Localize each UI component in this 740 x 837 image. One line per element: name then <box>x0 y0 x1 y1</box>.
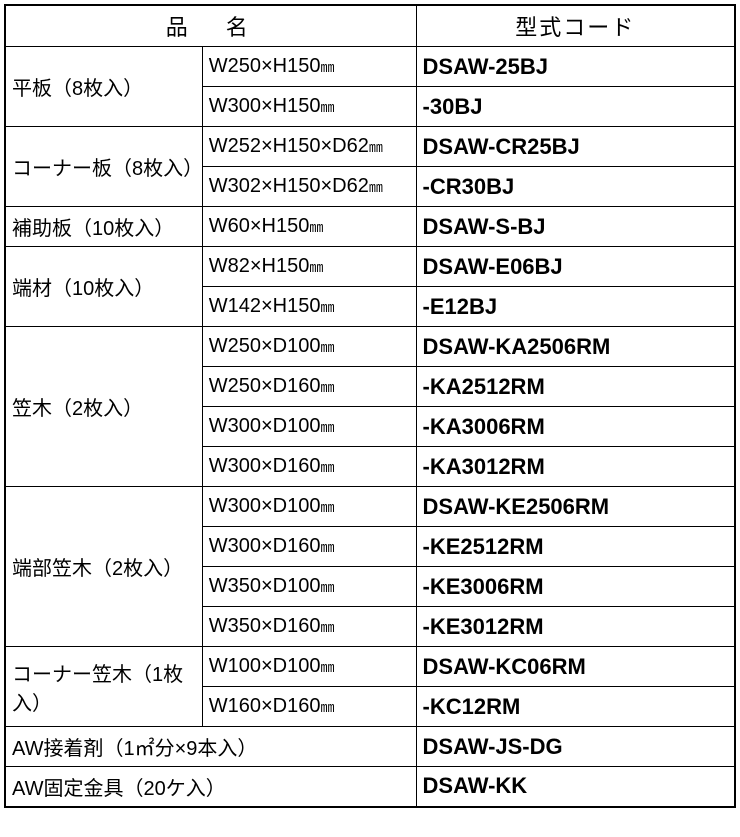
product-name-cell: 端材（10枚入） <box>5 247 202 327</box>
table-row: 端部笠木（2枚入）W300×D100㎜DSAW-KE2506RM <box>5 487 735 527</box>
table-row: 平板（8枚入）W250×H150㎜DSAW-25BJ <box>5 47 735 87</box>
product-name-cell: AW接着剤（1㎡分×9本入） <box>5 727 416 767</box>
product-name-cell: 平板（8枚入） <box>5 47 202 127</box>
dimension-cell: W300×H150㎜ <box>202 87 416 127</box>
model-code-cell: DSAW-KE2506RM <box>416 487 735 527</box>
model-code-cell: -KC12RM <box>416 687 735 727</box>
table-row: AW接着剤（1㎡分×9本入）DSAW-JS-DG <box>5 727 735 767</box>
model-code-cell: DSAW-JS-DG <box>416 727 735 767</box>
model-code-cell: -KE2512RM <box>416 527 735 567</box>
model-code-cell: DSAW-KA2506RM <box>416 327 735 367</box>
header-name: 品 名 <box>5 5 416 47</box>
table-row: 笠木（2枚入）W250×D100㎜DSAW-KA2506RM <box>5 327 735 367</box>
dimension-cell: W300×D100㎜ <box>202 407 416 447</box>
product-name-cell: コーナー板（8枚入） <box>5 127 202 207</box>
model-code-cell: -E12BJ <box>416 287 735 327</box>
model-code-cell: DSAW-25BJ <box>416 47 735 87</box>
product-name-cell: 笠木（2枚入） <box>5 327 202 487</box>
dimension-cell: W160×D160㎜ <box>202 687 416 727</box>
header-code: 型式コード <box>416 5 735 47</box>
dimension-cell: W60×H150㎜ <box>202 207 416 247</box>
dimension-cell: W302×H150×D62㎜ <box>202 167 416 207</box>
dimension-cell: W142×H150㎜ <box>202 287 416 327</box>
dimension-cell: W250×D100㎜ <box>202 327 416 367</box>
model-code-cell: -KA3012RM <box>416 447 735 487</box>
table-row: AW固定金具（20ケ入）DSAW-KK <box>5 767 735 807</box>
product-table: 品 名 型式コード 平板（8枚入）W250×H150㎜DSAW-25BJW300… <box>4 4 736 808</box>
product-name-cell: 補助板（10枚入） <box>5 207 202 247</box>
dimension-cell: W300×D100㎜ <box>202 487 416 527</box>
product-name-cell: 端部笠木（2枚入） <box>5 487 202 647</box>
table-body: 平板（8枚入）W250×H150㎜DSAW-25BJW300×H150㎜-30B… <box>5 47 735 807</box>
model-code-cell: DSAW-S-BJ <box>416 207 735 247</box>
dimension-cell: W100×D100㎜ <box>202 647 416 687</box>
dimension-cell: W252×H150×D62㎜ <box>202 127 416 167</box>
dimension-cell: W250×H150㎜ <box>202 47 416 87</box>
table-row: コーナー板（8枚入）W252×H150×D62㎜DSAW-CR25BJ <box>5 127 735 167</box>
dimension-cell: W300×D160㎜ <box>202 447 416 487</box>
model-code-cell: -KA2512RM <box>416 367 735 407</box>
model-code-cell: -KE3012RM <box>416 607 735 647</box>
table-row: コーナー笠木（1枚入）W100×D100㎜DSAW-KC06RM <box>5 647 735 687</box>
model-code-cell: -KA3006RM <box>416 407 735 447</box>
model-code-cell: DSAW-KK <box>416 767 735 807</box>
product-name-cell: コーナー笠木（1枚入） <box>5 647 202 727</box>
dimension-cell: W350×D160㎜ <box>202 607 416 647</box>
dimension-cell: W350×D100㎜ <box>202 567 416 607</box>
model-code-cell: -KE3006RM <box>416 567 735 607</box>
dimension-cell: W250×D160㎜ <box>202 367 416 407</box>
header-row: 品 名 型式コード <box>5 5 735 47</box>
dimension-cell: W300×D160㎜ <box>202 527 416 567</box>
model-code-cell: DSAW-CR25BJ <box>416 127 735 167</box>
dimension-cell: W82×H150㎜ <box>202 247 416 287</box>
table-row: 補助板（10枚入）W60×H150㎜DSAW-S-BJ <box>5 207 735 247</box>
product-name-cell: AW固定金具（20ケ入） <box>5 767 416 807</box>
model-code-cell: DSAW-KC06RM <box>416 647 735 687</box>
table-row: 端材（10枚入）W82×H150㎜DSAW-E06BJ <box>5 247 735 287</box>
model-code-cell: -30BJ <box>416 87 735 127</box>
model-code-cell: DSAW-E06BJ <box>416 247 735 287</box>
model-code-cell: -CR30BJ <box>416 167 735 207</box>
